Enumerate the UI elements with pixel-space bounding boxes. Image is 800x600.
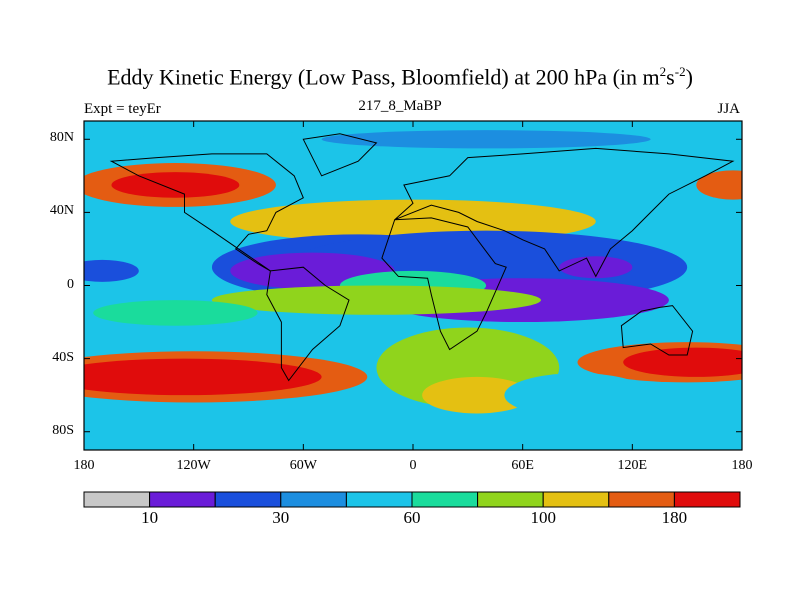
chart-subtitle: 217_8_MaBP (358, 98, 442, 114)
colorbar-box-1 (149, 491, 216, 508)
colorbar-box-4 (345, 491, 413, 508)
field-region-6 (623, 347, 742, 377)
x-tick-label: 180 (731, 458, 753, 473)
y-tick-label: 40N (49, 203, 74, 219)
colorbar-box-3 (280, 491, 347, 508)
continent-outline-5 (302, 133, 378, 177)
x-tick-label: 120E (617, 458, 648, 473)
y-tick-label: 80N (49, 130, 74, 146)
continent-outline-4 (620, 305, 694, 356)
x-tick-label: 120W (176, 458, 211, 473)
x-tick-label: 0 (409, 458, 417, 473)
colorbar-box-5 (411, 491, 479, 508)
colorbar-box-6 (477, 491, 544, 508)
field-region-15 (211, 285, 541, 315)
chart-title: Eddy Kinetic Energy (Low Pass, Bloomfiel… (107, 64, 693, 90)
field-region-16 (93, 300, 258, 326)
colorbar-label: 60 (403, 508, 421, 527)
colorbar-box-2 (214, 491, 282, 508)
field-region-13 (84, 259, 139, 282)
y-tick-label: 80S (52, 422, 74, 438)
continent-outline-3 (394, 147, 735, 278)
field-group (84, 130, 742, 418)
field-region-4 (84, 358, 322, 396)
field-region-21 (321, 130, 651, 149)
continent-outline-2 (381, 217, 507, 351)
field-region-19 (504, 373, 651, 418)
field-region-20 (138, 130, 322, 149)
field-region-2 (696, 170, 742, 200)
x-tick-label: 60E (511, 458, 534, 473)
season-label: JJA (717, 101, 740, 117)
colorbar-box-8 (608, 491, 675, 508)
y-tick-label: 0 (67, 276, 74, 292)
y-tick-label: 40S (52, 349, 74, 365)
colorbar-label: 100 (530, 508, 556, 527)
field-region-12 (559, 256, 633, 279)
colorbar-box-9 (673, 491, 741, 508)
colorbar-box-7 (542, 491, 610, 508)
x-tick-label: 60W (289, 458, 317, 473)
x-tick-label: 180 (73, 458, 95, 473)
continent-outline-0 (109, 153, 304, 272)
continent-outline-1 (266, 266, 350, 382)
colorbar-box-0 (83, 491, 151, 508)
colorbar-label: 180 (661, 508, 688, 527)
colorbar-label: 30 (272, 508, 290, 527)
field-region-1 (111, 172, 240, 198)
field-region-18 (422, 376, 532, 414)
experiment-label: Expt = teyEr (84, 101, 161, 117)
colorbar-label: 10 (141, 508, 159, 527)
